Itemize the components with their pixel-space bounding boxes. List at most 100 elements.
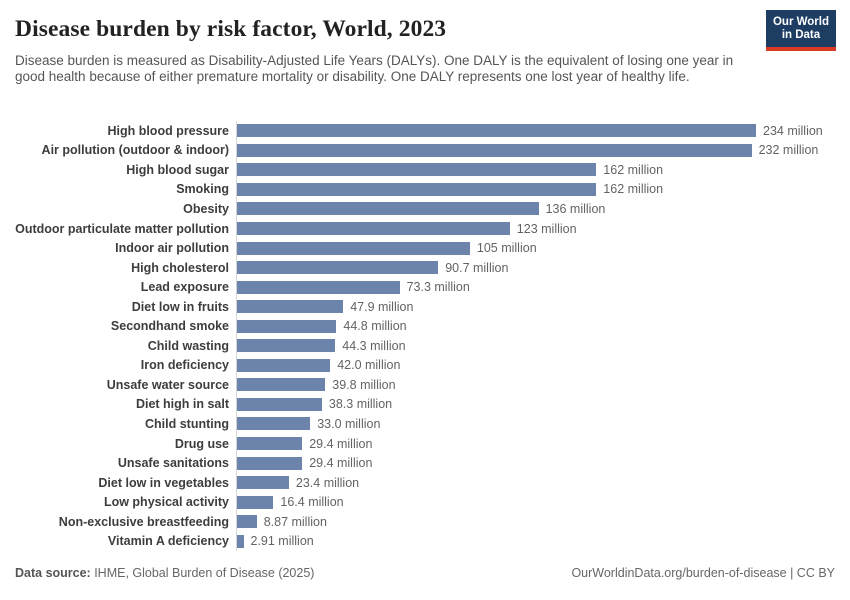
category-label: High blood sugar [126,162,229,177]
bar[interactable] [237,280,400,294]
bar[interactable] [237,417,311,431]
plot-area: 42.0 million [236,355,835,376]
bar-row: Child stunting 33.0 million [15,414,835,434]
bar[interactable] [237,397,322,411]
value-label: 44.3 million [342,338,406,353]
bar[interactable] [237,495,274,509]
plot-area: 123 million [236,218,835,239]
value-label: 162 million [603,162,664,177]
bar-row: Drug use 29.4 million [15,433,835,454]
bar-row: Diet high in salt 38.3 million [15,394,835,415]
category-label: Low physical activity [103,495,229,510]
plot-area: 29.4 million [236,453,835,473]
data-source-label: Data source: [15,566,91,580]
value-label: 47.9 million [350,299,414,314]
value-label: 234 million [763,123,823,138]
bar-row: Unsafe sanitations 29.4 million [15,453,835,473]
value-label: 39.8 million [332,377,396,392]
category-label: Secondhand smoke [110,319,229,334]
plot-area: 2.91 million [236,531,835,552]
bar-row: Lead exposure 73.3 million [15,277,835,297]
plot-area: 44.8 million [236,316,835,337]
bar[interactable] [237,222,510,235]
category-label: Diet low in vegetables [98,475,229,490]
category-label: Child wasting [147,338,229,353]
category-label: Indoor air pollution [115,241,229,256]
chart-footer: Data source: IHME, Global Burden of Dise… [15,566,835,580]
owid-logo[interactable]: Our World in Data [765,10,836,51]
bar[interactable] [237,476,289,490]
data-source-text: IHME, Global Burden of Disease (2025) [90,566,315,580]
bar-row: Secondhand smoke 44.8 million [15,316,835,337]
category-label: High cholesterol [131,260,229,275]
category-label: Smoking [176,182,229,197]
bar-chart: High blood pressure 234 million Air pollut… [15,121,835,552]
plot-area: 44.3 million [236,336,835,356]
bar[interactable] [237,339,336,353]
bar[interactable] [237,319,337,333]
plot-area: 23.4 million [236,472,835,493]
category-label: Unsafe sanitations [117,456,229,471]
bar-row: High cholesterol 90.7 million [15,257,835,278]
owid-logo-line1: Our World [772,16,829,28]
bar[interactable] [237,358,331,372]
plot-area: 105 million [236,238,835,258]
bar[interactable] [237,378,326,392]
data-source: Data source: IHME, Global Burden of Dise… [15,566,314,580]
bar-row: High blood pressure 234 million [15,121,835,141]
bar[interactable] [237,456,303,470]
plot-area: 38.3 million [236,394,835,415]
bar-row: Indoor air pollution 105 million [15,238,835,258]
category-label: Diet high in salt [135,397,229,412]
bar[interactable] [237,202,539,216]
bar[interactable] [237,124,756,138]
bar[interactable] [237,163,597,177]
bar[interactable] [237,241,470,255]
value-label: 8.87 million [263,514,327,529]
value-label: 73.3 million [406,280,470,295]
bar[interactable] [237,182,597,196]
bar-row: Diet low in vegetables 23.4 million [15,472,835,493]
bar[interactable] [237,261,439,275]
bar-row: Low physical activity 16.4 million [15,492,835,512]
bar-row: Unsafe water source 39.8 million [15,375,835,395]
category-label: High blood pressure [107,123,229,138]
bar-row: Obesity 136 million [15,199,835,219]
value-label: 23.4 million [295,475,360,490]
value-label: 123 million [516,221,577,236]
owid-logo-line2: in Data [781,29,821,41]
chart-title: Disease burden by risk factor, World, 20… [15,16,447,42]
bar[interactable] [237,300,344,314]
plot-area: 232 million [236,140,835,161]
plot-area: 136 million [236,199,835,219]
bar-row: Vitamin A deficiency 2.91 million [15,531,835,552]
category-label: Outdoor particulate matter pollution [15,221,229,236]
bar-rows: High blood pressure 234 million Air pollut… [15,121,835,552]
category-label: Diet low in fruits [131,299,229,314]
plot-area: 73.3 million [236,277,835,297]
bar-row: Air pollution (outdoor & indoor) 232 mill… [15,140,835,161]
category-label: Iron deficiency [140,358,229,373]
plot-area: 162 million [236,179,835,200]
plot-area: 162 million [236,160,835,180]
plot-area: 47.9 million [236,296,835,317]
chart-subtitle: Disease burden is measured as Disability… [15,53,734,84]
credit-link[interactable]: OurWorldinData.org/burden-of-disease | C… [571,566,835,580]
value-label: 136 million [545,201,606,216]
value-label: 232 million [758,143,819,158]
value-label: 38.3 million [328,397,393,412]
category-label: Non-exclusive breastfeeding [58,514,229,529]
bar-row: Non-exclusive breastfeeding 8.87 million [15,511,835,532]
value-label: 162 million [603,182,664,197]
value-label: 90.7 million [445,260,509,275]
bar-row: Outdoor particulate matter pollution 123 … [15,218,835,239]
value-label: 105 million [476,241,537,256]
bar[interactable] [237,515,257,529]
value-label: 33.0 million [317,416,381,431]
value-label: 42.0 million [337,358,401,373]
bar[interactable] [237,437,303,451]
bar[interactable] [237,534,244,548]
bar[interactable] [237,143,752,157]
value-label: 29.4 million [309,456,373,471]
